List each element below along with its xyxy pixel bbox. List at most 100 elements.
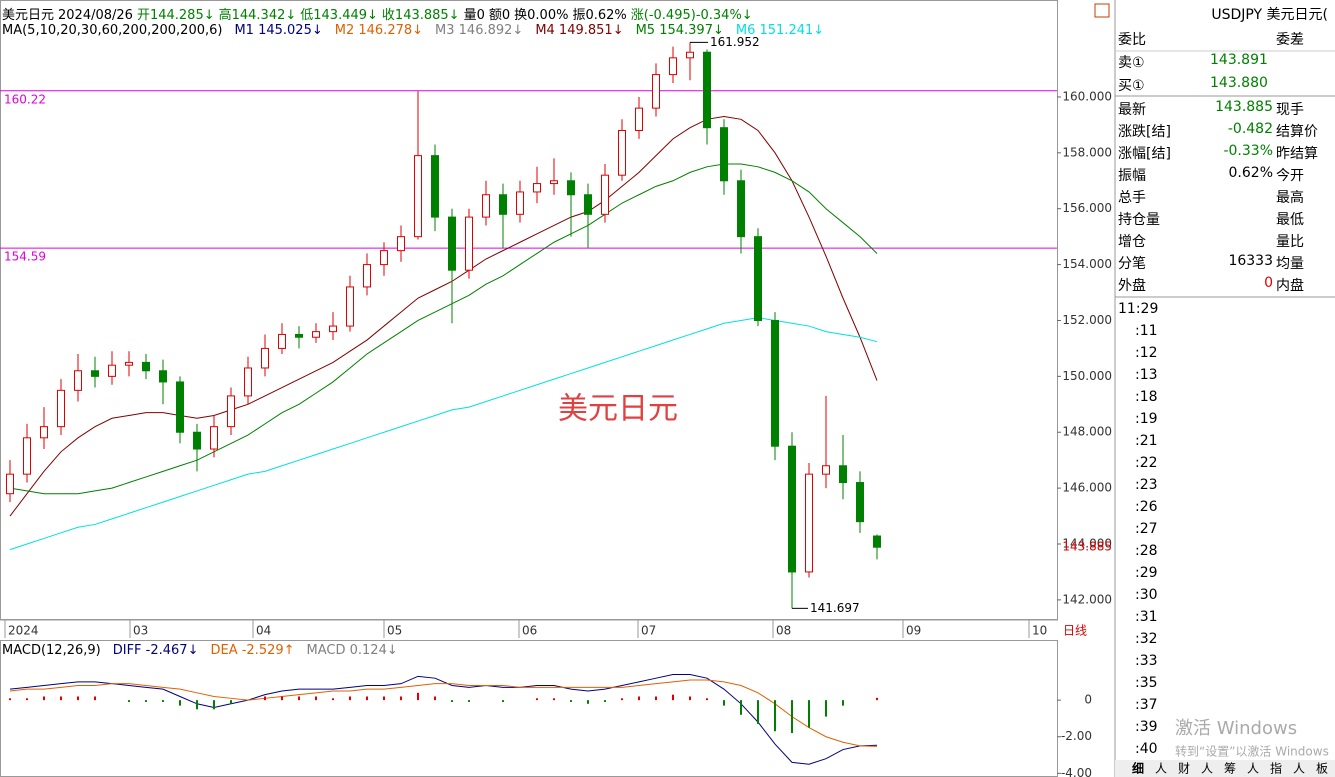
high-label: 161.952 bbox=[710, 35, 760, 49]
tick-time: :40 bbox=[1135, 741, 1158, 757]
candle-body bbox=[618, 129, 626, 176]
quote-label2: 结算价 bbox=[1276, 124, 1318, 140]
x-tick-label: 06 bbox=[522, 624, 537, 638]
candle-body bbox=[40, 426, 48, 439]
candle-body bbox=[397, 236, 405, 252]
candle-body bbox=[261, 347, 269, 369]
x-tick-label: 08 bbox=[776, 624, 791, 638]
quote-label2: 内盘 bbox=[1276, 278, 1304, 294]
tick-time: :21 bbox=[1135, 433, 1158, 449]
x-tick-label: 09 bbox=[906, 624, 921, 638]
candle-body bbox=[91, 370, 99, 377]
candle-body bbox=[244, 367, 252, 397]
header: 美元日元 2024/08/26 开144.285↓ 高144.342↓ 低143.449… bbox=[2, 4, 757, 23]
y-tick-label: 152.000 bbox=[1062, 313, 1112, 327]
ma-line bbox=[9, 163, 878, 495]
quote-label2: 最高 bbox=[1276, 190, 1304, 206]
candle-body bbox=[669, 57, 677, 76]
tab[interactable]: 人 bbox=[1247, 762, 1259, 776]
quote-title: USDJPY 美元日元( bbox=[1211, 7, 1328, 23]
candle-body bbox=[788, 445, 796, 573]
tick-time: :11 bbox=[1135, 323, 1158, 339]
candle-body bbox=[754, 236, 762, 321]
sell-value: 143.891 bbox=[1210, 52, 1268, 68]
candle-body bbox=[482, 194, 490, 218]
header-item: 高144.342↓ bbox=[218, 8, 297, 23]
tick-time: :12 bbox=[1135, 345, 1158, 361]
macd-line bbox=[9, 679, 878, 747]
header-item: 振0.62% bbox=[572, 8, 627, 23]
tab[interactable]: 人 bbox=[1155, 762, 1167, 776]
candle-body bbox=[448, 216, 456, 271]
tab[interactable]: 筹 bbox=[1224, 762, 1236, 776]
tick-time: :22 bbox=[1135, 455, 1158, 471]
candle-body bbox=[533, 183, 541, 193]
buy-value: 143.880 bbox=[1210, 75, 1268, 91]
tab[interactable]: 板 bbox=[1316, 762, 1328, 776]
header-item: 额0 bbox=[488, 8, 511, 23]
header-item: 美元日元 bbox=[2, 8, 55, 23]
y-tick-label: -2.00 bbox=[1061, 729, 1092, 743]
tick-time: :19 bbox=[1135, 411, 1158, 427]
x-tick-label: 07 bbox=[641, 624, 656, 638]
activate-title: 激活 Windows bbox=[1175, 718, 1297, 739]
candle-body bbox=[380, 250, 388, 266]
quote-label: 持仓量 bbox=[1118, 212, 1160, 228]
y-tick-label: 160.000 bbox=[1062, 89, 1112, 103]
weibi: 委比 bbox=[1118, 32, 1146, 48]
period-label[interactable]: 日线 bbox=[1063, 624, 1087, 638]
tab[interactable]: 指 bbox=[1270, 761, 1282, 776]
quote-label: 涨幅[结] bbox=[1118, 146, 1171, 162]
candle-body bbox=[193, 431, 201, 450]
y-tick-label: 156.000 bbox=[1062, 201, 1112, 215]
candle-body bbox=[873, 535, 881, 548]
candle-body bbox=[6, 473, 14, 495]
y-tick-label: -4.00 bbox=[1061, 766, 1092, 777]
low-label: 141.697 bbox=[810, 601, 860, 615]
x-tick-label: 2024 bbox=[8, 624, 39, 638]
quote-label: 外盘 bbox=[1118, 278, 1146, 294]
tab[interactable]: 财 bbox=[1178, 762, 1190, 776]
candle-body bbox=[23, 437, 31, 475]
y-tick-label: 144.000 bbox=[1062, 537, 1112, 551]
activate-sub: 转到“设置”以激活 Windows bbox=[1175, 744, 1329, 759]
ma-line bbox=[9, 317, 878, 551]
candle-body bbox=[108, 364, 116, 377]
tab-bar bbox=[1115, 760, 1335, 777]
tick-time: :39 bbox=[1135, 719, 1158, 735]
candle-body bbox=[363, 264, 371, 288]
tab[interactable]: 细 bbox=[1132, 761, 1144, 776]
quote-value: 16333 bbox=[1228, 253, 1273, 269]
candle-body bbox=[74, 370, 82, 391]
candle-body bbox=[159, 370, 167, 383]
y-tick-label: 146.000 bbox=[1062, 481, 1112, 495]
quote-label: 振幅 bbox=[1118, 168, 1146, 184]
restore-icon[interactable] bbox=[1094, 3, 1110, 18]
ma-label: MA(5,10,20,30,60,200,200,200,6) bbox=[2, 23, 223, 38]
legend-entry: M1 145.025↓ bbox=[234, 23, 323, 38]
quote-label: 增仓 bbox=[1118, 234, 1146, 250]
macd-line bbox=[9, 674, 878, 765]
tick-time: :32 bbox=[1135, 631, 1158, 647]
header-item: 低143.449↓ bbox=[300, 8, 378, 23]
candle-body bbox=[227, 395, 235, 428]
sell-label: 卖① bbox=[1118, 55, 1145, 71]
tab[interactable]: 人 bbox=[1201, 762, 1213, 776]
price-frame bbox=[0, 0, 1058, 620]
quote-label2: 现手 bbox=[1276, 102, 1304, 118]
legend-entry: M2 146.278↓ bbox=[334, 23, 424, 38]
tab[interactable]: 人 bbox=[1293, 762, 1305, 776]
candle-body bbox=[125, 361, 133, 366]
level-label: 154.59 bbox=[4, 250, 46, 264]
header-item: 2024/08/26 bbox=[58, 8, 133, 23]
tick-time: :29 bbox=[1135, 565, 1158, 581]
legend-entry: MACD 0.124↓ bbox=[306, 643, 398, 658]
candle-body bbox=[465, 216, 473, 271]
level-label: 160.22 bbox=[4, 92, 46, 106]
x-tick-label: 04 bbox=[256, 624, 271, 638]
last-price: 143.885 bbox=[1062, 540, 1112, 554]
tick-time: :13 bbox=[1135, 367, 1158, 383]
y-tick-label: 150.000 bbox=[1062, 369, 1112, 383]
quote-value: -0.482 bbox=[1227, 121, 1273, 137]
